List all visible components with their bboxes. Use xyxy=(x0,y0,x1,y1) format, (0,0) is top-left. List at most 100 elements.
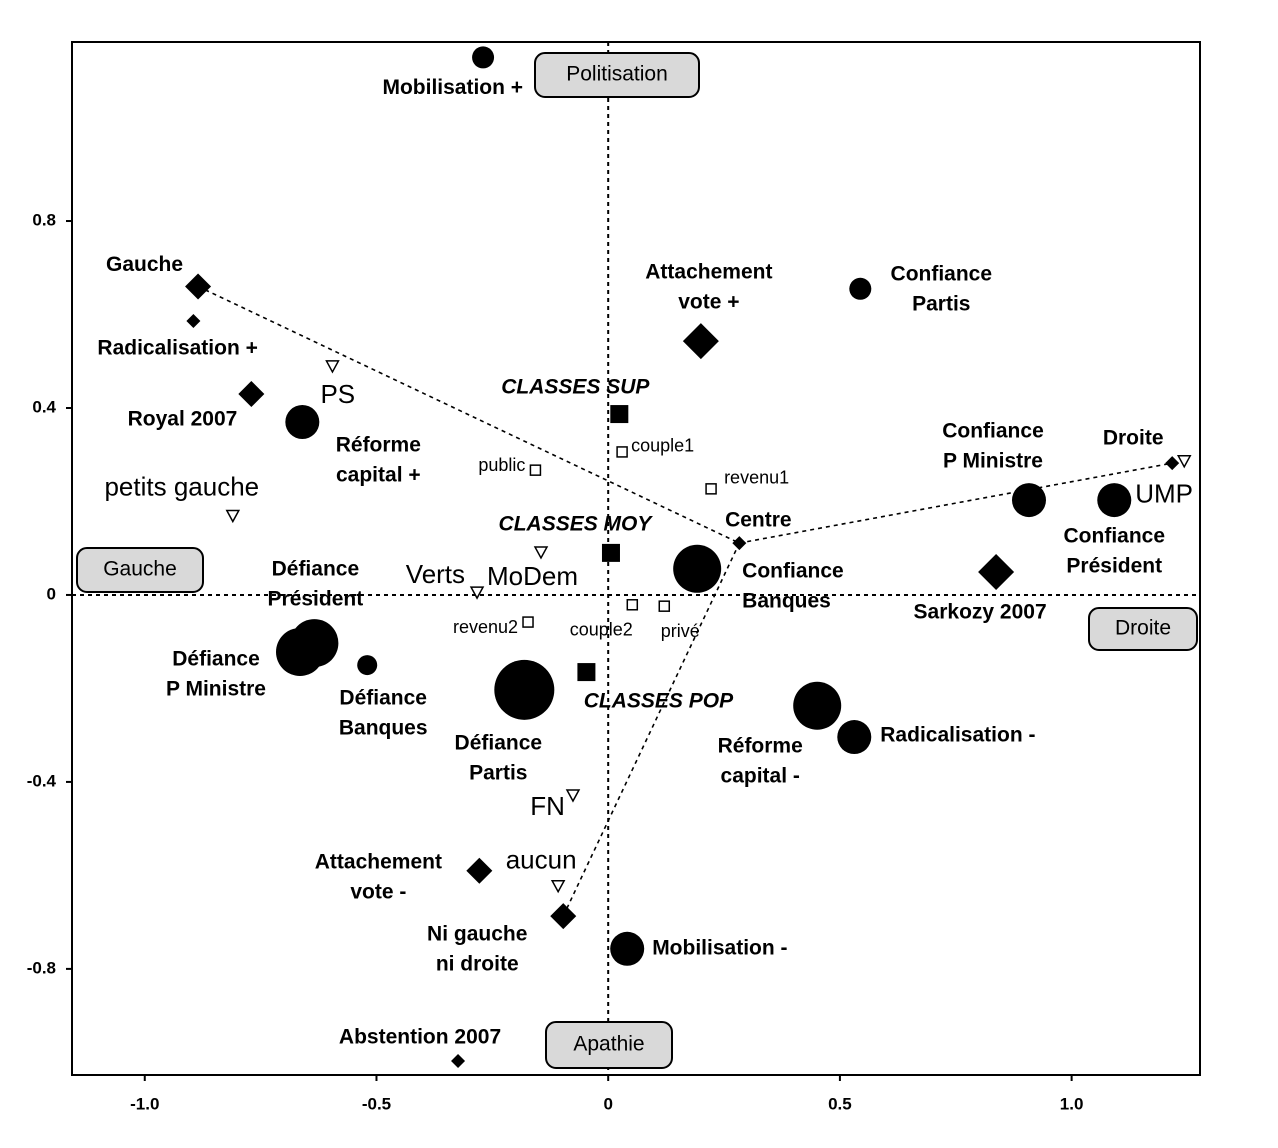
point-label: Verts xyxy=(406,559,465,589)
point xyxy=(186,314,201,329)
point xyxy=(565,789,581,803)
point-label: FN xyxy=(530,791,565,821)
x-tick-label: 0.5 xyxy=(828,1094,852,1113)
point xyxy=(705,483,717,495)
point-label: revenu2 xyxy=(453,617,518,637)
point xyxy=(732,536,747,551)
point-label: Défiance xyxy=(172,648,260,671)
point-label: Réforme xyxy=(336,434,421,457)
point xyxy=(616,446,628,458)
point xyxy=(238,380,265,407)
link-line xyxy=(739,462,1173,544)
point xyxy=(1165,456,1180,471)
y-tick-label: -0.8 xyxy=(27,958,56,977)
y-tick-label: -0.4 xyxy=(27,771,57,790)
point-label: vote + xyxy=(678,291,739,314)
point-label: Centre xyxy=(725,509,792,532)
point-label: PS xyxy=(320,379,355,409)
point-label: CLASSES POP xyxy=(584,690,734,713)
point xyxy=(466,857,493,884)
point-label: Confiance xyxy=(742,559,844,582)
point-label: Radicalisation + xyxy=(97,337,257,360)
point xyxy=(550,903,577,930)
point-label: Attachement xyxy=(645,261,772,284)
pole-label: Politisation xyxy=(566,63,668,86)
pole-label: Droite xyxy=(1115,617,1171,640)
point xyxy=(451,1053,466,1068)
point-label: P Ministre xyxy=(166,678,266,701)
x-tick-label: 1.0 xyxy=(1060,1094,1084,1113)
point-label: Gauche xyxy=(106,253,183,276)
plot-frame xyxy=(71,41,1201,1076)
point xyxy=(494,659,555,720)
point xyxy=(1011,483,1046,518)
point xyxy=(325,360,340,374)
pole-box xyxy=(1088,607,1198,651)
point xyxy=(610,405,629,424)
point-label: Confiance xyxy=(942,420,1044,443)
point-label: Banques xyxy=(339,717,428,740)
point-label: couple1 xyxy=(631,436,694,456)
point xyxy=(185,273,212,300)
point xyxy=(529,464,542,476)
x-tick-label: -0.5 xyxy=(362,1094,391,1113)
point xyxy=(550,879,566,894)
point-label: Défiance xyxy=(272,558,360,581)
point-label: Mobilisation + xyxy=(382,76,523,99)
point xyxy=(1097,483,1132,518)
point xyxy=(522,616,534,628)
point-label: capital - xyxy=(721,764,800,787)
point-label: aucun xyxy=(506,845,577,875)
pole-label: Gauche xyxy=(103,558,177,581)
point-label: Défiance xyxy=(455,731,543,754)
point-label: privé xyxy=(661,621,700,641)
pole-label: Apathie xyxy=(573,1033,644,1056)
point-label: Défiance xyxy=(339,687,427,710)
point-label: couple2 xyxy=(570,620,633,640)
point xyxy=(626,599,639,611)
point-label: Banques xyxy=(742,589,831,612)
point xyxy=(673,544,722,593)
point xyxy=(658,600,671,612)
point-label: MoDem xyxy=(487,561,578,591)
point xyxy=(225,509,241,524)
x-tick-label: 0 xyxy=(603,1094,612,1113)
point xyxy=(849,277,872,300)
point-label: public xyxy=(478,455,525,475)
point xyxy=(610,931,645,966)
point xyxy=(357,655,378,676)
x-tick-label: -1.0 xyxy=(130,1094,159,1113)
y-tick-label: 0.4 xyxy=(32,397,56,416)
point-label: UMP xyxy=(1135,479,1193,509)
point-label: Attachement xyxy=(315,850,442,873)
point-label: Confiance xyxy=(891,262,993,285)
point xyxy=(533,546,549,560)
point xyxy=(285,405,320,440)
point xyxy=(978,554,1015,591)
point-label: Mobilisation - xyxy=(652,936,787,959)
y-tick-label: 0 xyxy=(47,584,56,603)
point-label: CLASSES MOY xyxy=(499,512,654,535)
point-label: Radicalisation - xyxy=(880,724,1035,747)
point-label: Président xyxy=(1066,555,1162,578)
y-tick-label: 0.8 xyxy=(32,211,56,230)
point-label: ni droite xyxy=(436,953,519,976)
point xyxy=(472,46,495,69)
pole-box xyxy=(545,1021,673,1069)
point-label: Abstention 2007 xyxy=(339,1026,501,1049)
point-label: Réforme xyxy=(718,734,803,757)
link-line xyxy=(562,542,741,917)
point xyxy=(682,323,719,360)
point xyxy=(469,586,485,600)
link-line xyxy=(197,285,740,544)
point-label: Partis xyxy=(469,761,527,784)
point xyxy=(601,543,620,562)
pole-box xyxy=(76,547,204,593)
point xyxy=(793,681,842,730)
point-label: P Ministre xyxy=(943,450,1043,473)
pole-box xyxy=(534,52,700,98)
point-label: Royal 2007 xyxy=(128,408,238,431)
point-label: Sarkozy 2007 xyxy=(914,601,1047,624)
point-label: Confiance xyxy=(1064,525,1166,548)
